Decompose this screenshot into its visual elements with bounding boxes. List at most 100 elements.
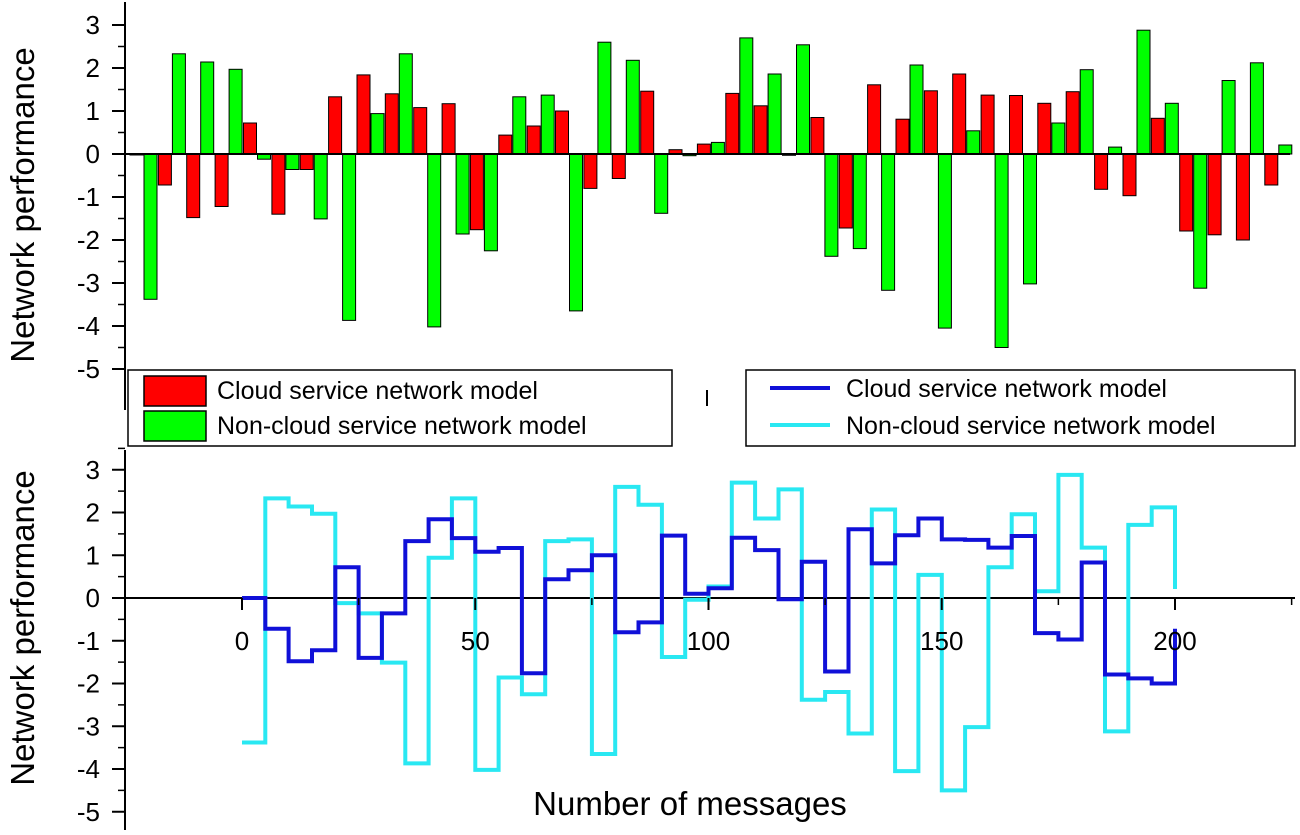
legend-label-noncloud-line: Non-cloud service network model xyxy=(846,412,1216,440)
top-bar-cloud xyxy=(1207,153,1222,236)
top-bar-cloud xyxy=(384,93,399,155)
top-bar-cloud xyxy=(810,117,825,155)
legend-label-noncloud-bar: Non-cloud service network model xyxy=(217,412,587,440)
top-bar-noncloud xyxy=(285,153,300,170)
top-bar-cloud xyxy=(1264,153,1279,186)
top-bar-noncloud xyxy=(966,130,981,155)
top-bar-noncloud xyxy=(1136,29,1151,155)
top-bar-cloud xyxy=(838,153,853,229)
top-y-tick-label: 1 xyxy=(86,96,100,126)
top-bar-noncloud xyxy=(1278,144,1293,155)
top-bar-noncloud xyxy=(171,53,186,155)
top-y-axis-title: Network performance xyxy=(4,47,41,362)
top-bar-noncloud xyxy=(569,153,583,312)
top-bar-cloud xyxy=(1094,153,1109,190)
top-bar-noncloud xyxy=(483,153,498,252)
top-bar-cloud xyxy=(952,73,967,155)
top-bar-cloud xyxy=(1179,153,1194,232)
top-y-tick-label: 3 xyxy=(86,10,100,40)
top-bar-noncloud xyxy=(824,153,839,257)
top-bar-noncloud xyxy=(1221,80,1236,155)
bottom-line-chart: 3 2 1 0 -1 -2 -3 -4 -5 0 50 100 150 200 Network perf… xyxy=(4,369,1296,830)
top-bar-cloud xyxy=(1037,102,1052,155)
bottom-y-tick-label: -4 xyxy=(77,754,100,784)
top-bar-cloud xyxy=(441,103,456,155)
top-bar-cloud xyxy=(895,118,910,155)
top-bar-cloud xyxy=(526,125,541,155)
top-bar-cloud xyxy=(611,153,626,179)
top-bar-cloud xyxy=(356,74,371,155)
top-bar-noncloud xyxy=(767,73,782,155)
top-y-tick-label: -4 xyxy=(77,311,100,341)
top-bar-cloud xyxy=(583,153,598,189)
top-bar-noncloud xyxy=(455,153,470,235)
top-bar-noncloud xyxy=(200,61,215,155)
top-bar-cloud xyxy=(214,153,229,207)
top-y-tick-label: -1 xyxy=(77,182,100,212)
bottom-y-axis-title: Network performance xyxy=(4,470,41,785)
top-bar-noncloud xyxy=(796,44,810,155)
bottom-y-tick-label: -3 xyxy=(77,711,100,741)
top-bar-noncloud xyxy=(881,153,896,291)
bottom-y-tick-label: 2 xyxy=(86,498,100,528)
top-bar-noncloud xyxy=(398,53,413,155)
legend-label-cloud-line: Cloud service network model xyxy=(846,375,1167,403)
top-bar-noncloud xyxy=(710,141,725,155)
top-bar-noncloud xyxy=(370,113,385,155)
top-bar-noncloud xyxy=(909,64,924,155)
top-bar-chart: 3 2 1 0 -1 -2 -3 -4 -5 Network performance Cloud… xyxy=(4,2,1293,447)
top-bar-noncloud xyxy=(1079,69,1094,155)
top-legend-box xyxy=(127,369,673,447)
top-bar-noncloud xyxy=(512,96,527,155)
top-bar-cloud xyxy=(725,92,740,155)
top-bar-cloud xyxy=(1065,91,1080,155)
top-bar-noncloud xyxy=(654,153,669,214)
bottom-x-ticks: 0 50 100 150 200 xyxy=(235,598,1293,656)
top-bar-noncloud xyxy=(937,153,952,329)
legend-swatch-cloud-bar xyxy=(143,375,207,407)
top-bar-cloud xyxy=(640,90,655,155)
bottom-legend-box xyxy=(745,369,1296,447)
bottom-y-ticks: 3 2 1 0 -1 -2 -3 -4 -5 xyxy=(77,447,125,827)
top-bar-cloud xyxy=(1150,117,1165,155)
top-y-tick-label: -2 xyxy=(77,225,100,255)
top-bar-cloud xyxy=(243,122,257,155)
bottom-y-tick-label: -1 xyxy=(77,626,100,656)
top-bar-noncloud xyxy=(540,94,555,155)
top-bar-cloud xyxy=(469,153,484,231)
bottom-legend: Cloud service network model Non-cloud se… xyxy=(745,369,1296,447)
bottom-y-tick-label: -2 xyxy=(77,669,100,699)
top-bar-noncloud xyxy=(1164,102,1179,155)
top-bar-noncloud xyxy=(994,153,1009,348)
legend-label-cloud-bar: Cloud service network model xyxy=(217,377,538,405)
top-y-tick-label: 0 xyxy=(86,139,100,169)
bottom-x-tick-label: 50 xyxy=(461,626,490,656)
bottom-y-tick-label: 0 xyxy=(86,583,100,613)
top-bar-noncloud xyxy=(1193,153,1208,289)
top-bar-cloud xyxy=(1009,95,1023,155)
top-bar-cloud xyxy=(186,153,201,219)
bottom-y-tick-label: -5 xyxy=(77,797,100,827)
bottom-lines-group xyxy=(242,472,1177,793)
top-bars-group xyxy=(129,29,1293,348)
bottom-x-tick-label: 100 xyxy=(687,626,730,656)
top-y-ticks: 3 2 1 0 -1 -2 -3 -4 -5 xyxy=(77,10,125,384)
bottom-x-tick-label: 150 xyxy=(920,626,963,656)
top-bar-noncloud xyxy=(739,37,754,155)
top-bar-noncloud xyxy=(143,153,158,300)
top-bar-noncloud xyxy=(597,41,612,155)
top-bar-cloud xyxy=(1235,153,1250,241)
legend-swatch-noncloud-bar xyxy=(143,410,207,442)
top-bar-cloud xyxy=(498,134,513,155)
top-bar-cloud xyxy=(328,96,343,155)
top-bar-cloud xyxy=(555,110,569,155)
top-y-tick-label: -3 xyxy=(77,268,100,298)
top-bar-noncloud xyxy=(427,153,442,328)
top-bar-cloud xyxy=(980,94,995,155)
top-bar-cloud xyxy=(299,153,314,170)
top-bar-noncloud xyxy=(852,153,867,250)
cloud-step-line xyxy=(242,516,1177,686)
bottom-x-tick-label: 0 xyxy=(235,626,249,656)
top-bar-noncloud xyxy=(313,153,328,220)
